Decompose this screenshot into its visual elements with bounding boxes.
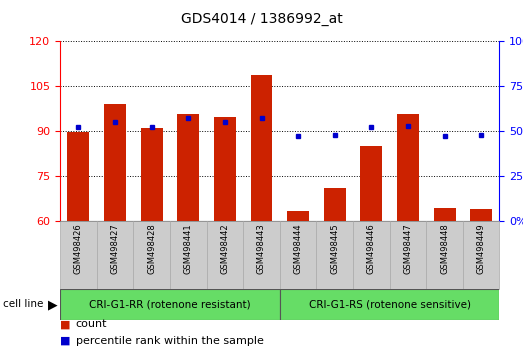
Text: GSM498447: GSM498447 [403, 223, 413, 274]
Bar [60, 289, 280, 320]
Bar [287, 211, 309, 221]
Bar [280, 221, 316, 289]
Bar [280, 289, 499, 320]
Text: GSM498448: GSM498448 [440, 223, 449, 274]
Text: GSM498444: GSM498444 [293, 223, 303, 274]
Text: GSM498442: GSM498442 [220, 223, 230, 274]
Bar [426, 221, 463, 289]
Bar [463, 221, 499, 289]
Text: cell line: cell line [3, 299, 43, 309]
Bar [97, 221, 133, 289]
Bar [434, 208, 456, 221]
Text: count: count [76, 319, 107, 329]
Bar [170, 221, 207, 289]
Bar [324, 188, 346, 221]
Bar [390, 221, 426, 289]
Bar [207, 221, 243, 289]
Bar [397, 114, 419, 221]
Text: GSM498443: GSM498443 [257, 223, 266, 274]
Bar [133, 221, 170, 289]
Text: CRI-G1-RR (rotenone resistant): CRI-G1-RR (rotenone resistant) [89, 299, 251, 309]
Bar [251, 75, 272, 221]
Text: ■: ■ [60, 336, 71, 346]
Bar [214, 118, 236, 221]
Bar [104, 104, 126, 221]
Text: ■: ■ [60, 319, 71, 329]
Text: GDS4014 / 1386992_at: GDS4014 / 1386992_at [180, 12, 343, 27]
Bar [470, 209, 492, 221]
Bar [353, 221, 390, 289]
Bar [60, 221, 97, 289]
Text: GSM498445: GSM498445 [330, 223, 339, 274]
Bar [141, 128, 163, 221]
Bar [243, 221, 280, 289]
Bar [177, 114, 199, 221]
Bar [67, 132, 89, 221]
Text: percentile rank within the sample: percentile rank within the sample [76, 336, 264, 346]
Text: GSM498428: GSM498428 [147, 223, 156, 274]
Text: GSM498426: GSM498426 [74, 223, 83, 274]
Bar [316, 221, 353, 289]
Text: ▶: ▶ [48, 298, 58, 311]
Text: GSM498449: GSM498449 [476, 223, 486, 274]
Text: CRI-G1-RS (rotenone sensitive): CRI-G1-RS (rotenone sensitive) [309, 299, 471, 309]
Text: GSM498441: GSM498441 [184, 223, 193, 274]
Bar [360, 146, 382, 221]
Text: GSM498427: GSM498427 [110, 223, 120, 274]
Text: GSM498446: GSM498446 [367, 223, 376, 274]
